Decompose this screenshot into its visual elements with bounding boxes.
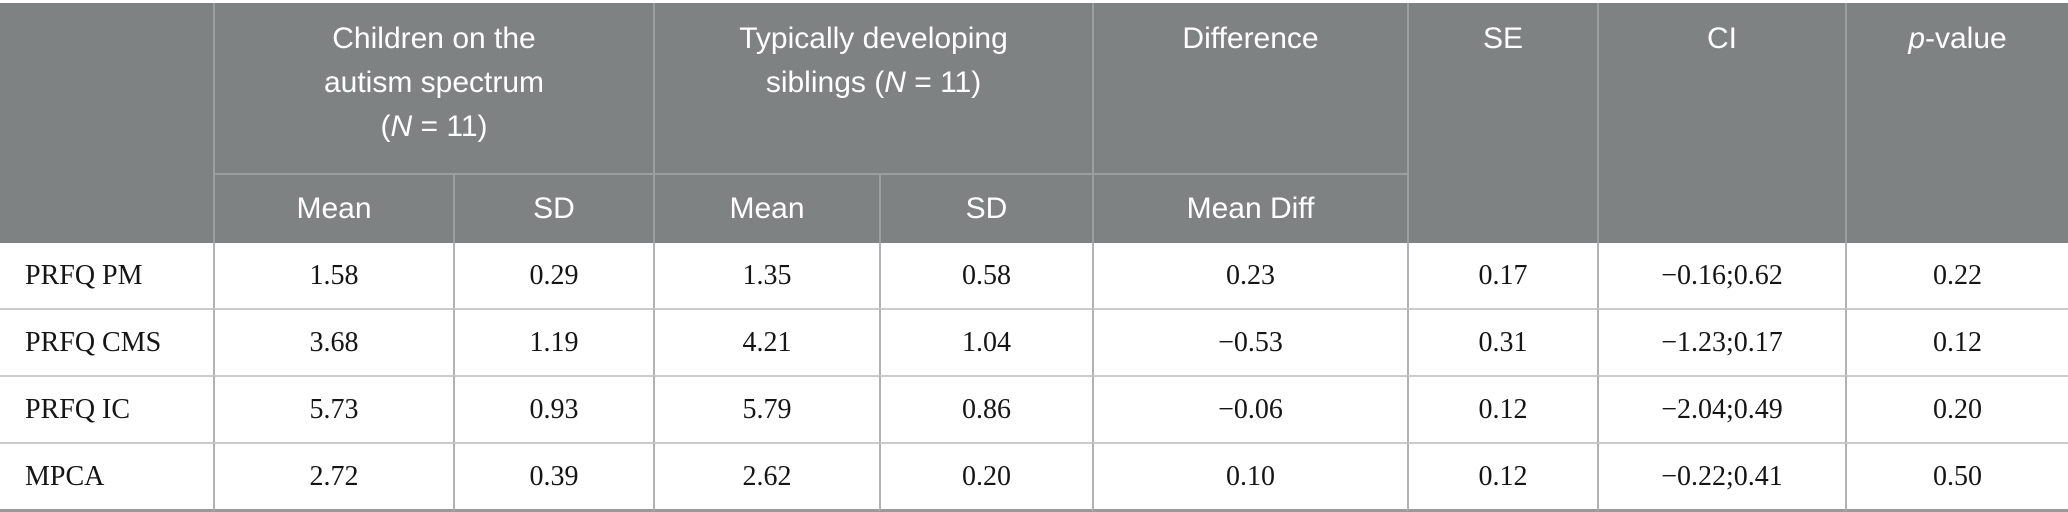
col-header-mean-diff: Mean Diff [1092,173,1408,243]
col-group-autism: Children on the autism spectrum (N = 11) [213,3,654,173]
col-header-difference: Difference [1092,3,1408,173]
row-label: PRFQ IC [0,375,213,442]
cell-ci: −0.22;0.41 [1597,442,1846,512]
cell-se: 0.12 [1407,375,1598,442]
cell-sd-td: 0.86 [879,375,1093,442]
cell-se: 0.12 [1407,442,1598,512]
col-header-mean-td: Mean [653,173,880,243]
cell-se: 0.31 [1407,308,1598,375]
col-group-siblings: Typically developing siblings (N = 11) [653,3,1093,173]
col-header-sd-asd: SD [453,173,654,243]
cell-mean-asd: 2.72 [213,442,453,512]
row-label: PRFQ PM [0,243,213,308]
cell-sd-td: 1.04 [879,308,1093,375]
cell-mean-diff: 0.23 [1092,243,1408,308]
col-header-se: SE [1407,3,1598,243]
col-header-ci: CI [1597,3,1846,243]
row-label: PRFQ CMS [0,308,213,375]
italic-n: N [884,66,906,99]
cell-se: 0.17 [1407,243,1598,308]
cell-sd-asd: 0.29 [453,243,654,308]
cell-sd-asd: 0.93 [453,375,654,442]
cell-sd-td: 0.20 [879,442,1093,512]
cell-sd-asd: 0.39 [453,442,654,512]
statistics-table: Children on the autism spectrum (N = 11)… [0,3,2068,512]
cell-mean-asd: 5.73 [213,375,453,442]
cell-p-value: 0.12 [1845,308,2068,375]
cell-mean-td: 5.79 [653,375,880,442]
table-row-mpca: MPCA 2.72 0.39 2.62 0.20 0.10 0.12 −0.22… [0,442,2068,512]
cell-mean-diff: −0.06 [1092,375,1408,442]
cell-ci: −0.16;0.62 [1597,243,1846,308]
group-autism-line2: autism spectrum [323,66,545,99]
cell-mean-td: 2.62 [653,442,880,512]
cell-ci: −2.04;0.49 [1597,375,1846,442]
header-group-row: Children on the autism spectrum (N = 11)… [0,3,2068,243]
cell-p-value: 0.50 [1845,442,2068,512]
col-header-sd-td: SD [879,173,1093,243]
cell-mean-asd: 3.68 [213,308,453,375]
header-sub-row: Mean SD Mean SD Mean Diff [0,173,2068,243]
cell-sd-asd: 1.19 [453,308,654,375]
table-row-prfq-ic: PRFQ IC 5.73 0.93 5.79 0.86 −0.06 0.12 −… [0,375,2068,442]
group-autism-line3: (N = 11) [380,110,488,143]
table-row-prfq-cms: PRFQ CMS 3.68 1.19 4.21 1.04 −0.53 0.31 … [0,308,2068,375]
cell-mean-td: 1.35 [653,243,880,308]
group-siblings-line2: siblings (N = 11) [765,66,982,99]
group-autism-line1: Children on the [332,22,536,55]
corner-cell [0,3,213,243]
table-row-prfq-pm: PRFQ PM 1.58 0.29 1.35 0.58 0.23 0.17 −0… [0,243,2068,308]
cell-mean-asd: 1.58 [213,243,453,308]
cell-mean-td: 4.21 [653,308,880,375]
cell-mean-diff: 0.10 [1092,442,1408,512]
cell-p-value: 0.22 [1845,243,2068,308]
table-body: PRFQ PM 1.58 0.29 1.35 0.58 0.23 0.17 −0… [0,243,2068,512]
italic-n: N [390,110,413,143]
cell-sd-td: 0.58 [879,243,1093,308]
group-siblings-line1: Typically developing [739,22,1008,55]
italic-p: p [1908,22,1925,55]
col-header-mean-asd: Mean [213,173,453,243]
col-header-p-value: p-value [1845,3,2068,243]
cell-mean-diff: −0.53 [1092,308,1408,375]
row-label: MPCA [0,442,213,512]
cell-p-value: 0.20 [1845,375,2068,442]
cell-ci: −1.23;0.17 [1597,308,1846,375]
table-header: Children on the autism spectrum (N = 11)… [0,3,2068,243]
